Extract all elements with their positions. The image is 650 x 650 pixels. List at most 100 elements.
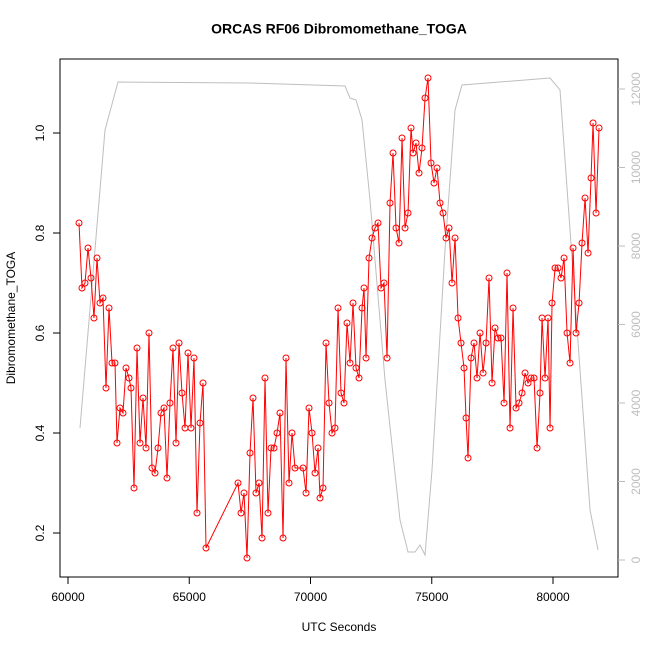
data-point [148, 464, 156, 472]
x-tick-label: 70000 [294, 590, 328, 604]
data-point [515, 399, 523, 407]
data-point [587, 174, 595, 182]
data-point [252, 489, 260, 497]
data-point [524, 379, 532, 387]
y-tick-label: 0.6 [33, 324, 47, 341]
data-point [530, 374, 538, 382]
data-point [125, 374, 133, 382]
data-point [84, 244, 92, 252]
data-point [454, 314, 462, 322]
data-point [575, 299, 583, 307]
data-point [360, 284, 368, 292]
data-point [497, 334, 505, 342]
data-point [557, 274, 565, 282]
data-point [343, 319, 351, 327]
data-point [491, 324, 499, 332]
data-point [157, 409, 165, 417]
data-point [102, 384, 110, 392]
data-point [199, 379, 207, 387]
data-point [133, 344, 141, 352]
data-point [175, 339, 183, 347]
y2-tick-label: 12000 [629, 72, 643, 106]
data-point [119, 409, 127, 417]
data-point [246, 449, 254, 457]
y2-tick-label: 10000 [629, 150, 643, 184]
data-point [595, 124, 603, 132]
data-point [546, 424, 554, 432]
data-point [190, 354, 198, 362]
data-point [584, 249, 592, 257]
data-point [572, 329, 580, 337]
data-point [151, 469, 159, 477]
data-point [442, 234, 450, 242]
data-point [169, 344, 177, 352]
data-point [184, 349, 192, 357]
data-point [291, 464, 299, 472]
data-point [365, 254, 373, 262]
data-point [368, 234, 376, 242]
data-point [386, 199, 394, 207]
plot-box [59, 58, 619, 578]
data-point [445, 224, 453, 232]
data-point [352, 364, 360, 372]
data-point [401, 224, 409, 232]
data-point [380, 279, 388, 287]
data-point [142, 444, 150, 452]
data-point [75, 219, 83, 227]
data-point [409, 149, 417, 157]
data-point [305, 404, 313, 412]
data-point [448, 279, 456, 287]
data-point [270, 444, 278, 452]
y-tick-label: 0.8 [33, 224, 47, 241]
data-point [288, 429, 296, 437]
chart-title: ORCAS RF06 Dibromomethane_TOGA [211, 21, 467, 37]
data-point [78, 284, 86, 292]
data-point [127, 384, 135, 392]
data-point [581, 194, 589, 202]
x-tick-label: 60000 [51, 590, 85, 604]
data-point [457, 339, 465, 347]
data-point [541, 374, 549, 382]
data-point [569, 244, 577, 252]
data-point [554, 264, 562, 272]
y2-tick-label: 0 [629, 556, 643, 563]
data-point [311, 469, 319, 477]
data-point [355, 374, 363, 382]
data-point [237, 509, 245, 517]
data-point [389, 149, 397, 157]
data-point [395, 239, 403, 247]
data-point [433, 164, 441, 172]
data-point [331, 424, 339, 432]
data-point [527, 374, 535, 382]
data-point [202, 544, 210, 552]
data-point [255, 479, 263, 487]
data-point [418, 144, 426, 152]
data-point [93, 254, 101, 262]
data-point [282, 354, 290, 362]
data-point [566, 359, 574, 367]
data-point [476, 329, 484, 337]
data-point [488, 379, 496, 387]
data-point [544, 314, 552, 322]
data-point [371, 224, 379, 232]
data-point [322, 339, 330, 347]
data-point [122, 364, 130, 372]
data-point [105, 304, 113, 312]
data-point [500, 399, 508, 407]
data-point [460, 364, 468, 372]
data-point [473, 374, 481, 382]
data-point [436, 199, 444, 207]
y2-tick-label: 4000 [629, 389, 643, 416]
data-point [314, 444, 322, 452]
data-point [308, 429, 316, 437]
y2-tick-label: 8000 [629, 232, 643, 259]
data-point [240, 489, 248, 497]
data-point [412, 139, 420, 147]
data-point [374, 219, 382, 227]
data-point [462, 414, 470, 422]
data-point [258, 534, 266, 542]
data-point [430, 179, 438, 187]
data-point [533, 444, 541, 452]
data-point [96, 299, 104, 307]
